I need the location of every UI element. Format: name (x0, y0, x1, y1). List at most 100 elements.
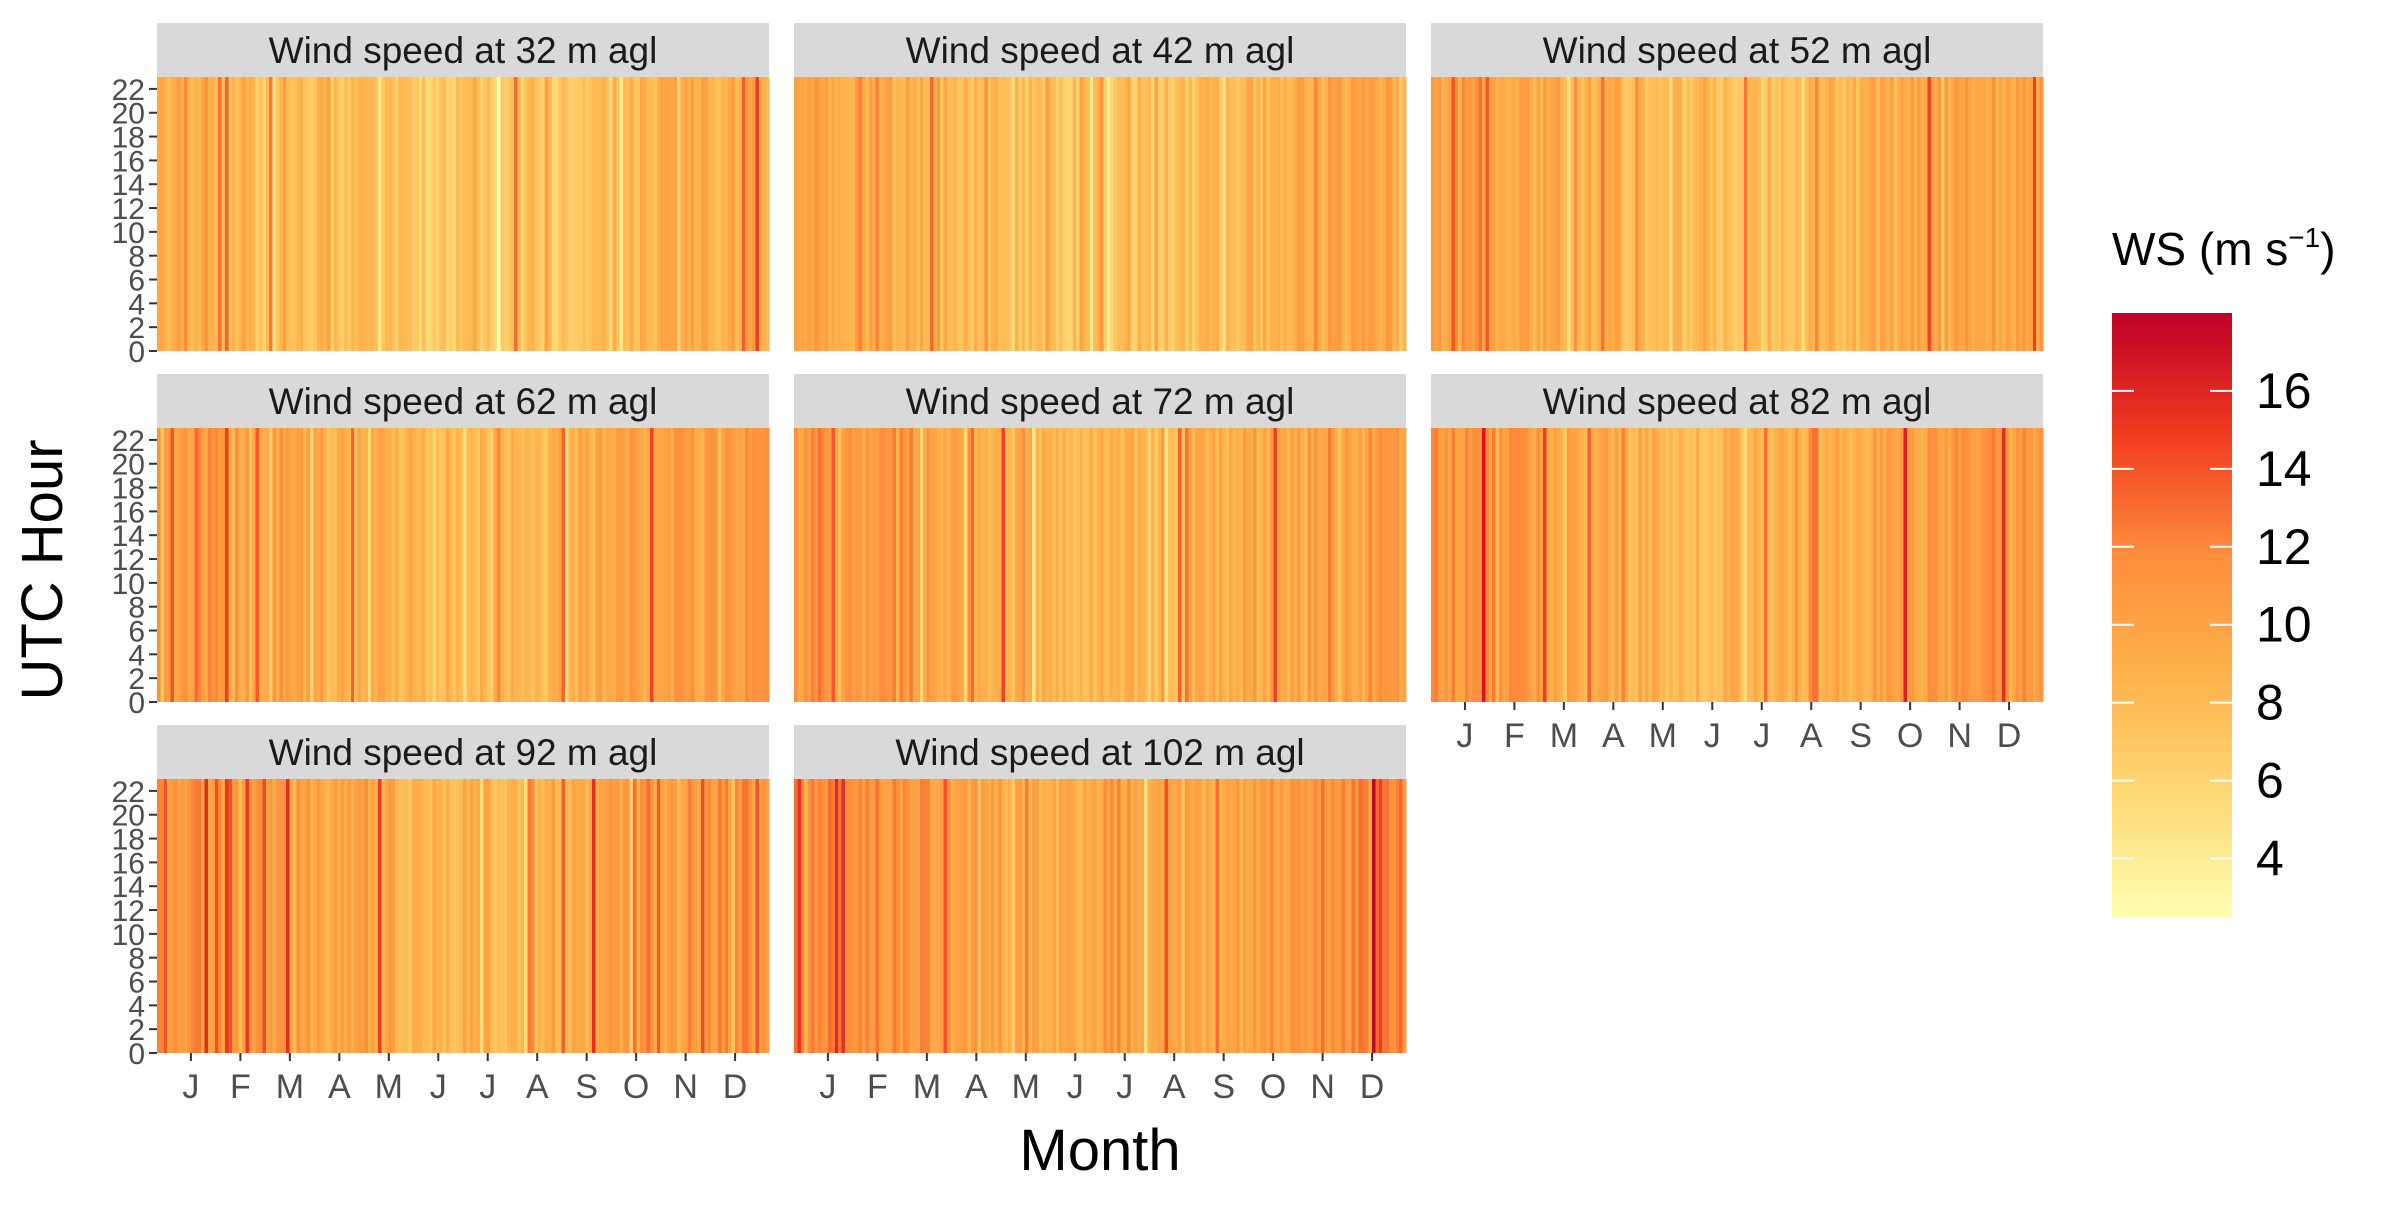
heatmap-cell (892, 428, 897, 702)
heatmap-cell (160, 779, 165, 1053)
heatmap-cell (177, 779, 182, 1053)
heatmap-cell (544, 428, 549, 702)
heatmap-cell (204, 428, 209, 702)
heatmap-cell (497, 779, 501, 1053)
heatmap-cell (1682, 77, 1687, 351)
heatmap-cell (480, 77, 484, 351)
heatmap-cell (551, 77, 556, 351)
heatmap-cell (418, 428, 423, 702)
heatmap-cell (1461, 77, 1466, 351)
heatmap-cell (762, 779, 767, 1053)
heatmap-cell (1195, 428, 1200, 702)
heatmap-cell (388, 428, 393, 702)
heatmap-cell (1239, 779, 1244, 1053)
heatmap-cell (371, 779, 376, 1053)
heatmap-cell (1372, 779, 1376, 1053)
heatmap-cell (1018, 77, 1023, 351)
heatmap-cell (279, 77, 284, 351)
heatmap-cell (1556, 428, 1561, 702)
y-tick-label: 18 (112, 122, 145, 155)
heatmap-cell (1777, 77, 1782, 351)
heatmap-cell (1185, 779, 1189, 1053)
heatmap-cell (718, 779, 722, 1053)
heatmap-cell (848, 779, 853, 1053)
heatmap-cell (374, 77, 379, 351)
heatmap-cell (320, 428, 325, 702)
heatmap-cell (306, 428, 311, 702)
heatmap-cell (466, 77, 471, 351)
heatmap-cell (1049, 428, 1053, 702)
heatmap-cell (794, 428, 798, 702)
heatmap-cell (602, 428, 607, 702)
heatmap-cell (1249, 428, 1254, 702)
heatmap-cell (527, 428, 532, 702)
heatmap-cell (1560, 428, 1565, 702)
heatmap-cell (1232, 779, 1237, 1053)
heatmap-cell (1689, 428, 1694, 702)
heatmap-cell (1334, 428, 1339, 702)
heatmap-cell (633, 779, 637, 1053)
heatmap-cell (469, 428, 474, 702)
heatmap-cell (449, 77, 454, 351)
heatmap-cell (2002, 428, 2007, 702)
heatmap-cell (923, 428, 928, 702)
y-tick-label: 20 (112, 98, 145, 131)
heatmap-cell (656, 77, 661, 351)
heatmap-cell (211, 77, 216, 351)
heatmap-cell (459, 428, 464, 702)
heatmap-cell (265, 428, 270, 702)
heatmap-cell (694, 428, 699, 702)
y-tick-label: 18 (112, 824, 145, 857)
heatmap-cell (510, 428, 515, 702)
heatmap-cell (476, 77, 481, 351)
heatmap-cell (1852, 428, 1857, 702)
heatmap-cell (561, 428, 566, 702)
heatmap-cell (1134, 428, 1138, 702)
heatmap-cell (953, 77, 958, 351)
heatmap-cell (2015, 77, 2020, 351)
heatmap-cell (1208, 77, 1213, 351)
heatmap-cell (1266, 77, 1271, 351)
heatmap-cell (1509, 428, 1514, 702)
heatmap-cell (548, 428, 552, 702)
heatmap-cell (585, 77, 590, 351)
heatmap-cell (1924, 428, 1928, 702)
colorbar-tick-label: 4 (2256, 831, 2284, 887)
heatmap-cell (1492, 428, 1497, 702)
heatmap-cell (1947, 428, 1952, 702)
heatmap-cell (748, 779, 753, 1053)
heatmap-cell (1168, 77, 1172, 351)
heatmap-cell (1675, 428, 1680, 702)
heatmap-cell (1621, 428, 1626, 702)
heatmap-cell (503, 428, 508, 702)
heatmap-cell (1570, 77, 1575, 351)
heatmap-cell (486, 428, 491, 702)
heatmap-cell (981, 77, 985, 351)
x-tick-label: A (328, 1068, 351, 1106)
heatmap-cell (1083, 779, 1087, 1053)
heatmap-cell (551, 428, 556, 702)
heatmap-cell (1100, 428, 1104, 702)
heatmap-cell (1944, 428, 1949, 702)
heatmap-cell (1679, 428, 1684, 702)
heatmap-cell (1747, 77, 1752, 351)
heatmap-cell (663, 779, 668, 1053)
heatmap-cell (629, 428, 634, 702)
heatmap-cell (493, 428, 498, 702)
heatmap-cells (794, 428, 1407, 702)
y-tick-label: 10 (112, 919, 145, 952)
heatmap-cell (1259, 779, 1264, 1053)
heatmap-cell (252, 779, 257, 1053)
heatmap-cell (1907, 428, 1911, 702)
heatmap-cell (1845, 77, 1850, 351)
heatmap-cell (1662, 77, 1667, 351)
y-tick-label: 20 (112, 449, 145, 482)
y-tick-label: 12 (112, 895, 145, 928)
heatmap-cell (238, 77, 243, 351)
heatmap-cell (680, 428, 685, 702)
heatmap-cell (1601, 77, 1605, 351)
heatmap-cell (1536, 428, 1541, 702)
heatmap-cell (1631, 428, 1636, 702)
heatmap-cell (1246, 779, 1251, 1053)
heatmap-cell (1672, 77, 1677, 351)
